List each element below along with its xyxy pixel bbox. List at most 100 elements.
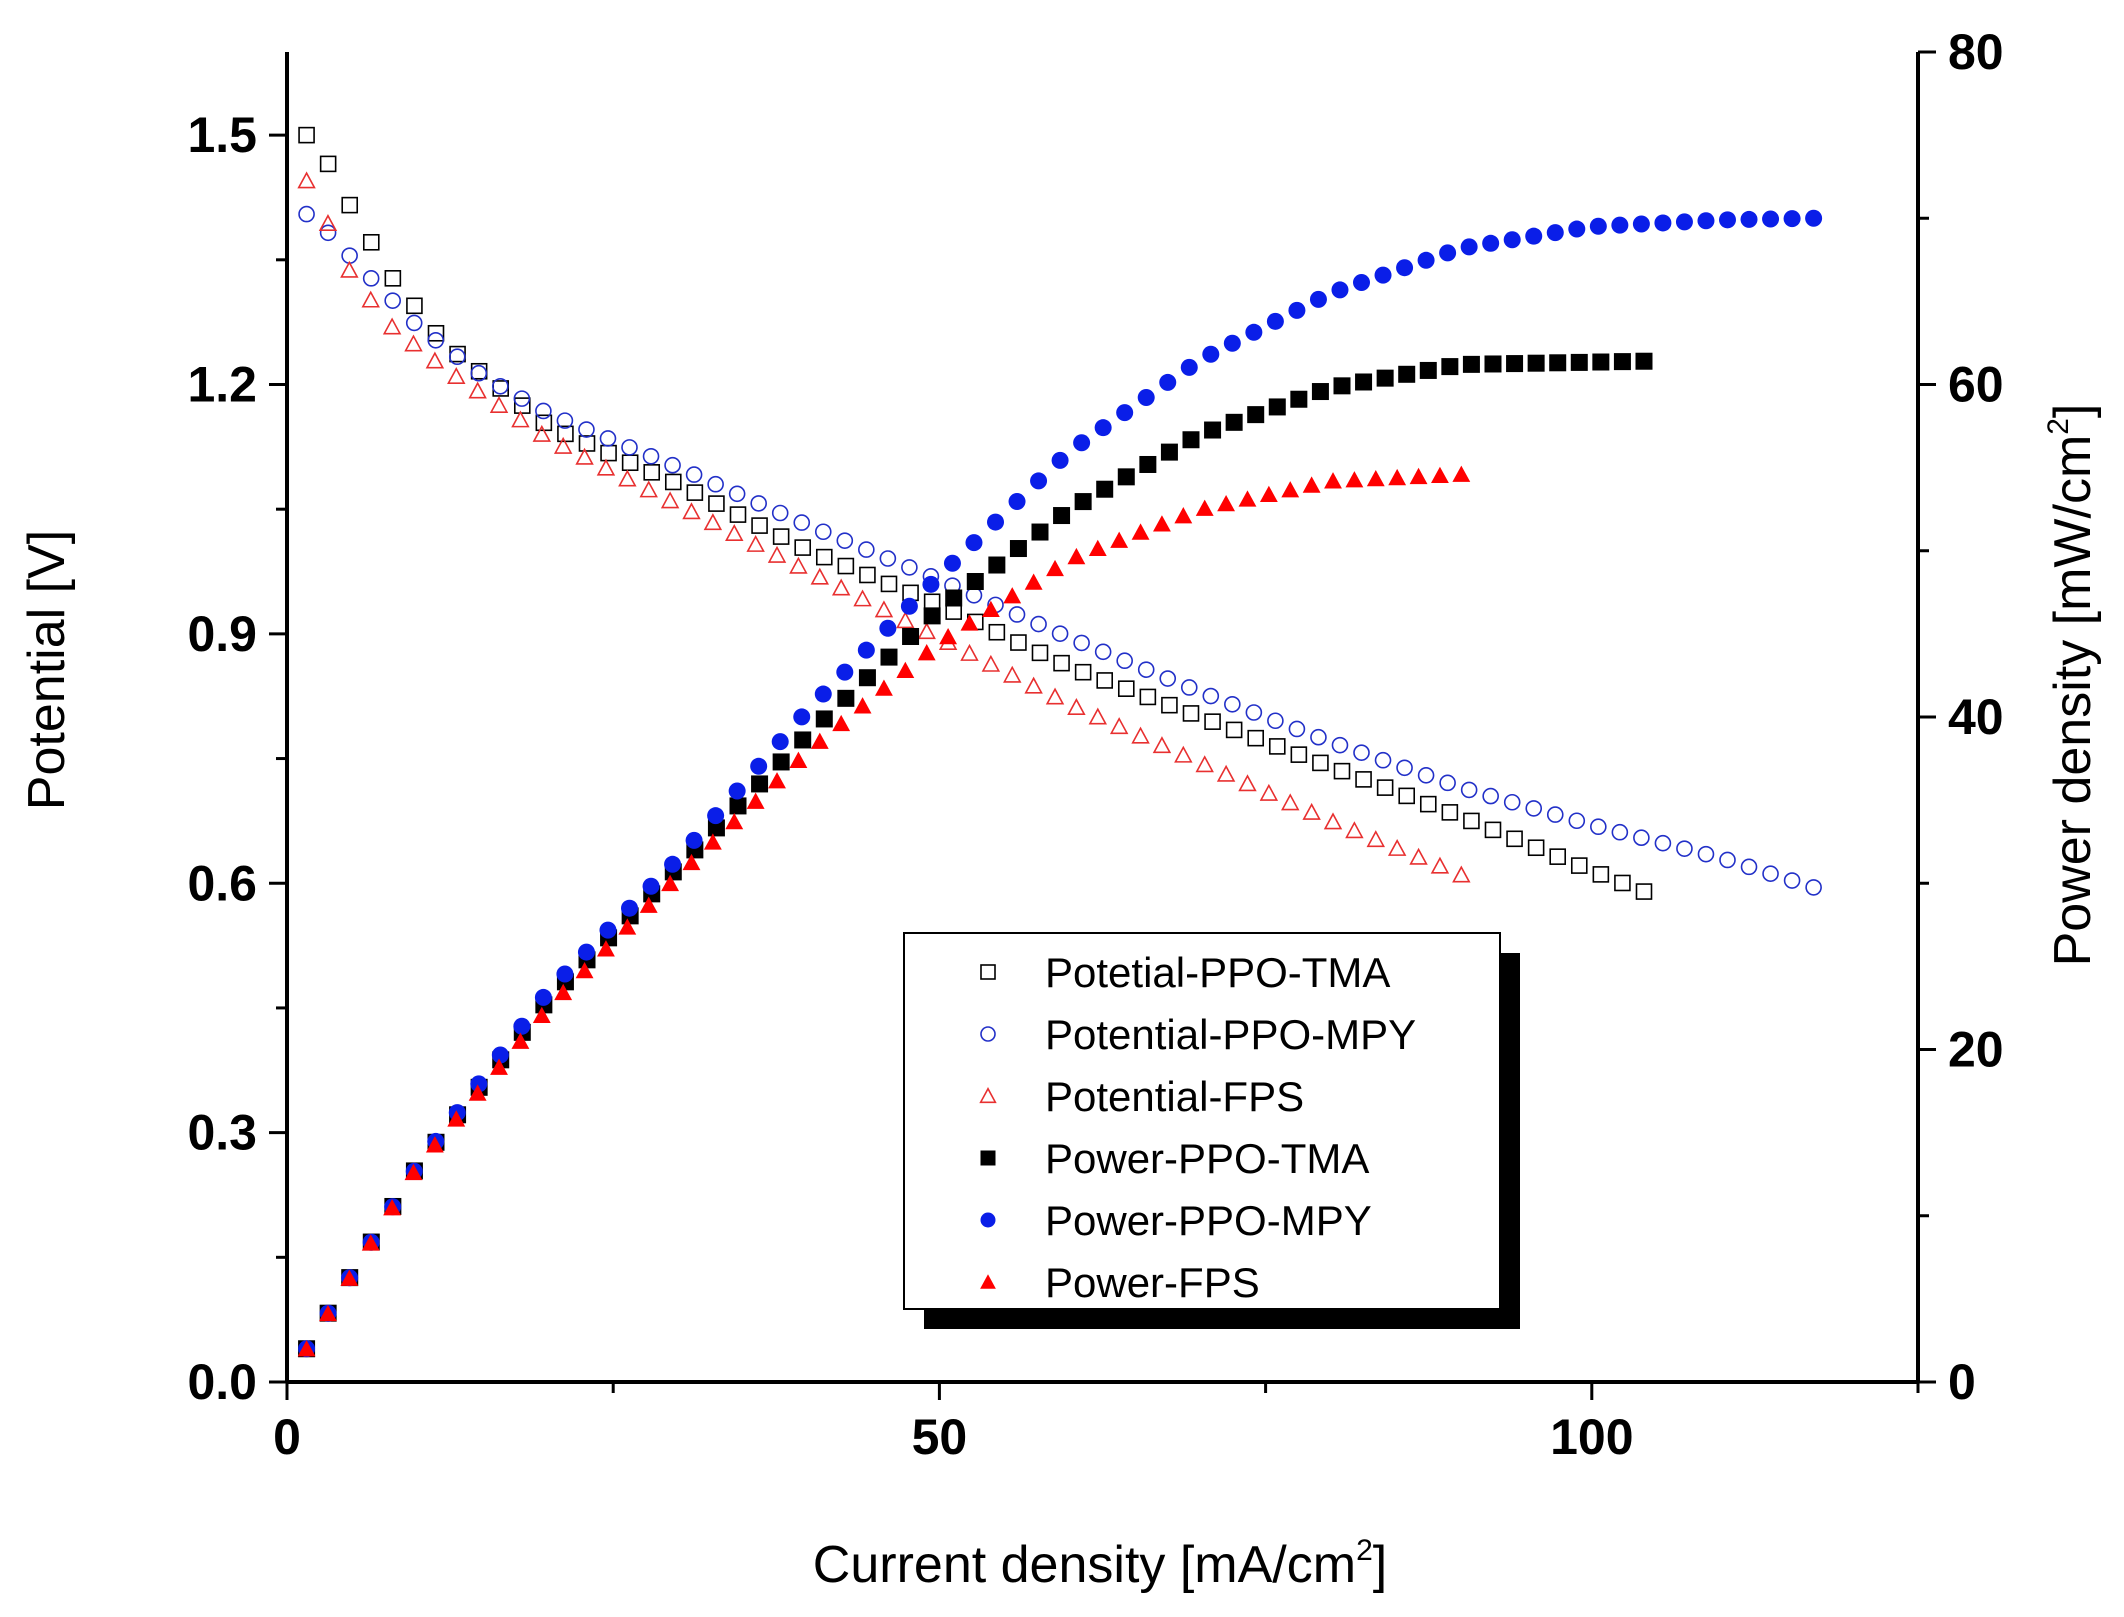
data-point xyxy=(746,792,765,809)
data-point xyxy=(1202,687,1220,705)
data-point xyxy=(1525,227,1543,245)
data-point xyxy=(1419,795,1437,813)
data-point xyxy=(810,567,830,585)
data-point xyxy=(1180,358,1198,376)
data-point xyxy=(1030,472,1048,490)
data-point xyxy=(535,402,552,420)
data-point xyxy=(618,469,637,487)
data-point xyxy=(1441,358,1459,376)
data-point xyxy=(621,454,639,472)
data-point xyxy=(966,573,984,591)
data-point xyxy=(751,517,768,534)
data-point xyxy=(1611,823,1629,841)
y2-tick-label: 60 xyxy=(1948,357,2004,413)
data-point xyxy=(1045,687,1065,705)
data-point xyxy=(1224,695,1241,713)
data-point xyxy=(1117,680,1135,697)
data-point xyxy=(639,480,658,498)
data-point xyxy=(341,247,358,264)
data-point xyxy=(383,1199,402,1216)
data-point xyxy=(1431,466,1449,484)
data-point xyxy=(1281,481,1300,498)
data-point xyxy=(1805,209,1823,227)
data-point xyxy=(1159,373,1177,391)
data-point xyxy=(1109,717,1129,735)
data-point xyxy=(1159,670,1177,687)
data-point xyxy=(639,896,658,913)
data-point xyxy=(1331,736,1349,754)
data-point xyxy=(874,600,894,618)
y-tick-label: 1.2 xyxy=(187,357,257,413)
data-point xyxy=(298,205,315,223)
data-point xyxy=(513,1017,531,1035)
data-point xyxy=(902,627,920,645)
data-point xyxy=(427,331,445,349)
data-point xyxy=(1073,634,1090,652)
data-point xyxy=(491,1046,509,1064)
data-point xyxy=(1139,688,1157,706)
data-point xyxy=(297,171,316,189)
data-point xyxy=(685,831,703,849)
data-point xyxy=(1310,728,1327,746)
data-point xyxy=(981,600,1000,618)
axis-ticks: 0 50 100 0.0 0.3 0.6 0.9 1.2 1.5 0 20 40 60 80 xyxy=(187,24,2003,1465)
data-point xyxy=(988,623,1006,641)
data-point xyxy=(1345,471,1364,488)
data-point xyxy=(1024,676,1043,694)
data-point xyxy=(1266,312,1284,330)
data-point xyxy=(1396,759,1413,777)
data-point xyxy=(794,731,812,749)
legend-box xyxy=(903,932,1501,1310)
data-point xyxy=(1247,406,1265,424)
series-power-fps xyxy=(297,465,1471,1357)
data-point xyxy=(837,689,855,707)
data-point xyxy=(771,504,789,522)
data-point xyxy=(853,697,872,714)
data-point xyxy=(1676,840,1693,857)
data-point xyxy=(1345,821,1364,839)
data-point xyxy=(815,548,833,566)
data-point xyxy=(960,643,979,661)
data-point xyxy=(1268,738,1286,755)
data-point xyxy=(575,961,594,979)
data-point xyxy=(1718,211,1736,229)
data-point xyxy=(1245,323,1263,341)
data-point xyxy=(853,589,872,607)
data-point xyxy=(875,679,893,696)
data-point xyxy=(361,290,380,308)
data-point xyxy=(404,1163,423,1181)
data-point xyxy=(1366,469,1385,487)
data-point xyxy=(664,855,682,873)
data-point xyxy=(1074,493,1092,511)
data-point xyxy=(1094,419,1112,437)
data-point xyxy=(1008,492,1026,510)
data-point xyxy=(965,534,983,552)
data-point xyxy=(492,377,509,395)
data-point xyxy=(1225,721,1243,739)
data-point xyxy=(1311,383,1329,401)
y-tick-label: 0.9 xyxy=(187,606,257,662)
data-point xyxy=(297,1340,316,1357)
legend-label: Potential-PPO-MPY xyxy=(1045,1011,1416,1058)
data-point xyxy=(943,554,961,572)
data-point xyxy=(1245,704,1263,721)
data-point xyxy=(1117,468,1135,486)
data-point xyxy=(750,495,767,512)
data-point xyxy=(1525,800,1543,817)
data-point xyxy=(789,751,808,768)
data-point xyxy=(923,593,941,611)
data-point xyxy=(858,541,875,558)
data-point xyxy=(425,1136,444,1153)
data-point xyxy=(575,447,594,465)
data-point xyxy=(685,466,703,483)
data-point xyxy=(1031,644,1049,662)
data-point xyxy=(707,819,725,837)
data-point xyxy=(1783,210,1801,228)
y2-tick-label: 40 xyxy=(1948,689,2004,745)
data-point xyxy=(900,597,918,615)
y2-axis-title-end: ] xyxy=(2044,404,2102,418)
data-point xyxy=(1216,764,1236,782)
data-point xyxy=(960,614,979,631)
data-point xyxy=(384,292,401,309)
data-point xyxy=(1225,413,1243,431)
